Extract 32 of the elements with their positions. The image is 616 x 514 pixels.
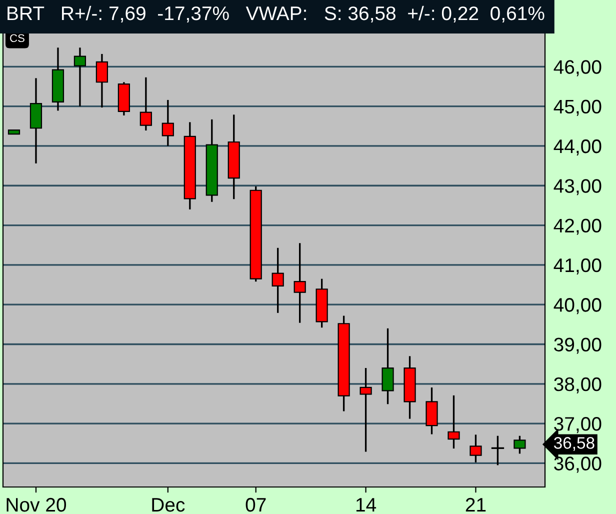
- candlestick: [74, 46, 86, 108]
- x-tick-label: 14: [356, 498, 376, 512]
- candlestick: [470, 434, 482, 464]
- candlestick: [426, 386, 438, 436]
- y-tick-label: 39,00: [554, 338, 602, 354]
- x-tick-label: Nov 20: [6, 498, 66, 512]
- text: 36,58: [554, 437, 594, 451]
- candlestick: [382, 328, 394, 405]
- y-tick-label: 40,00: [554, 298, 602, 314]
- y-tick-label: 38,00: [554, 377, 602, 394]
- candlestick: [96, 53, 108, 108]
- y-tick-label: 42,00: [554, 218, 602, 235]
- candlestick: [140, 76, 152, 132]
- candlestick: [294, 242, 306, 324]
- candlestick: [491, 435, 504, 466]
- x-tick-label: 07: [246, 498, 266, 512]
- annotation: CS: [10, 34, 24, 42]
- x-tick-label: 21: [466, 498, 486, 512]
- candlestick: [272, 247, 284, 314]
- candlestick: [448, 394, 460, 450]
- x-tick-label: Dec: [152, 498, 185, 512]
- chart-title: BRT R+/-: 7,69 -17,37% VWAP: S: 36,58 +/-: 0,22 0,61%: [8, 6, 544, 23]
- y-tick-label: 44,00: [554, 139, 602, 156]
- candlestick: [514, 435, 526, 455]
- y-tick-label: 41,00: [554, 258, 602, 274]
- y-tick-label: 37,00: [554, 417, 602, 434]
- y-tick-label: 45,00: [554, 100, 602, 116]
- candlestick: [162, 99, 174, 147]
- y-tick-label: 43,00: [554, 179, 602, 196]
- candlestick: [360, 367, 372, 453]
- y-tick-label: 36,00: [554, 456, 602, 473]
- y-tick-label: 46,00: [554, 60, 602, 76]
